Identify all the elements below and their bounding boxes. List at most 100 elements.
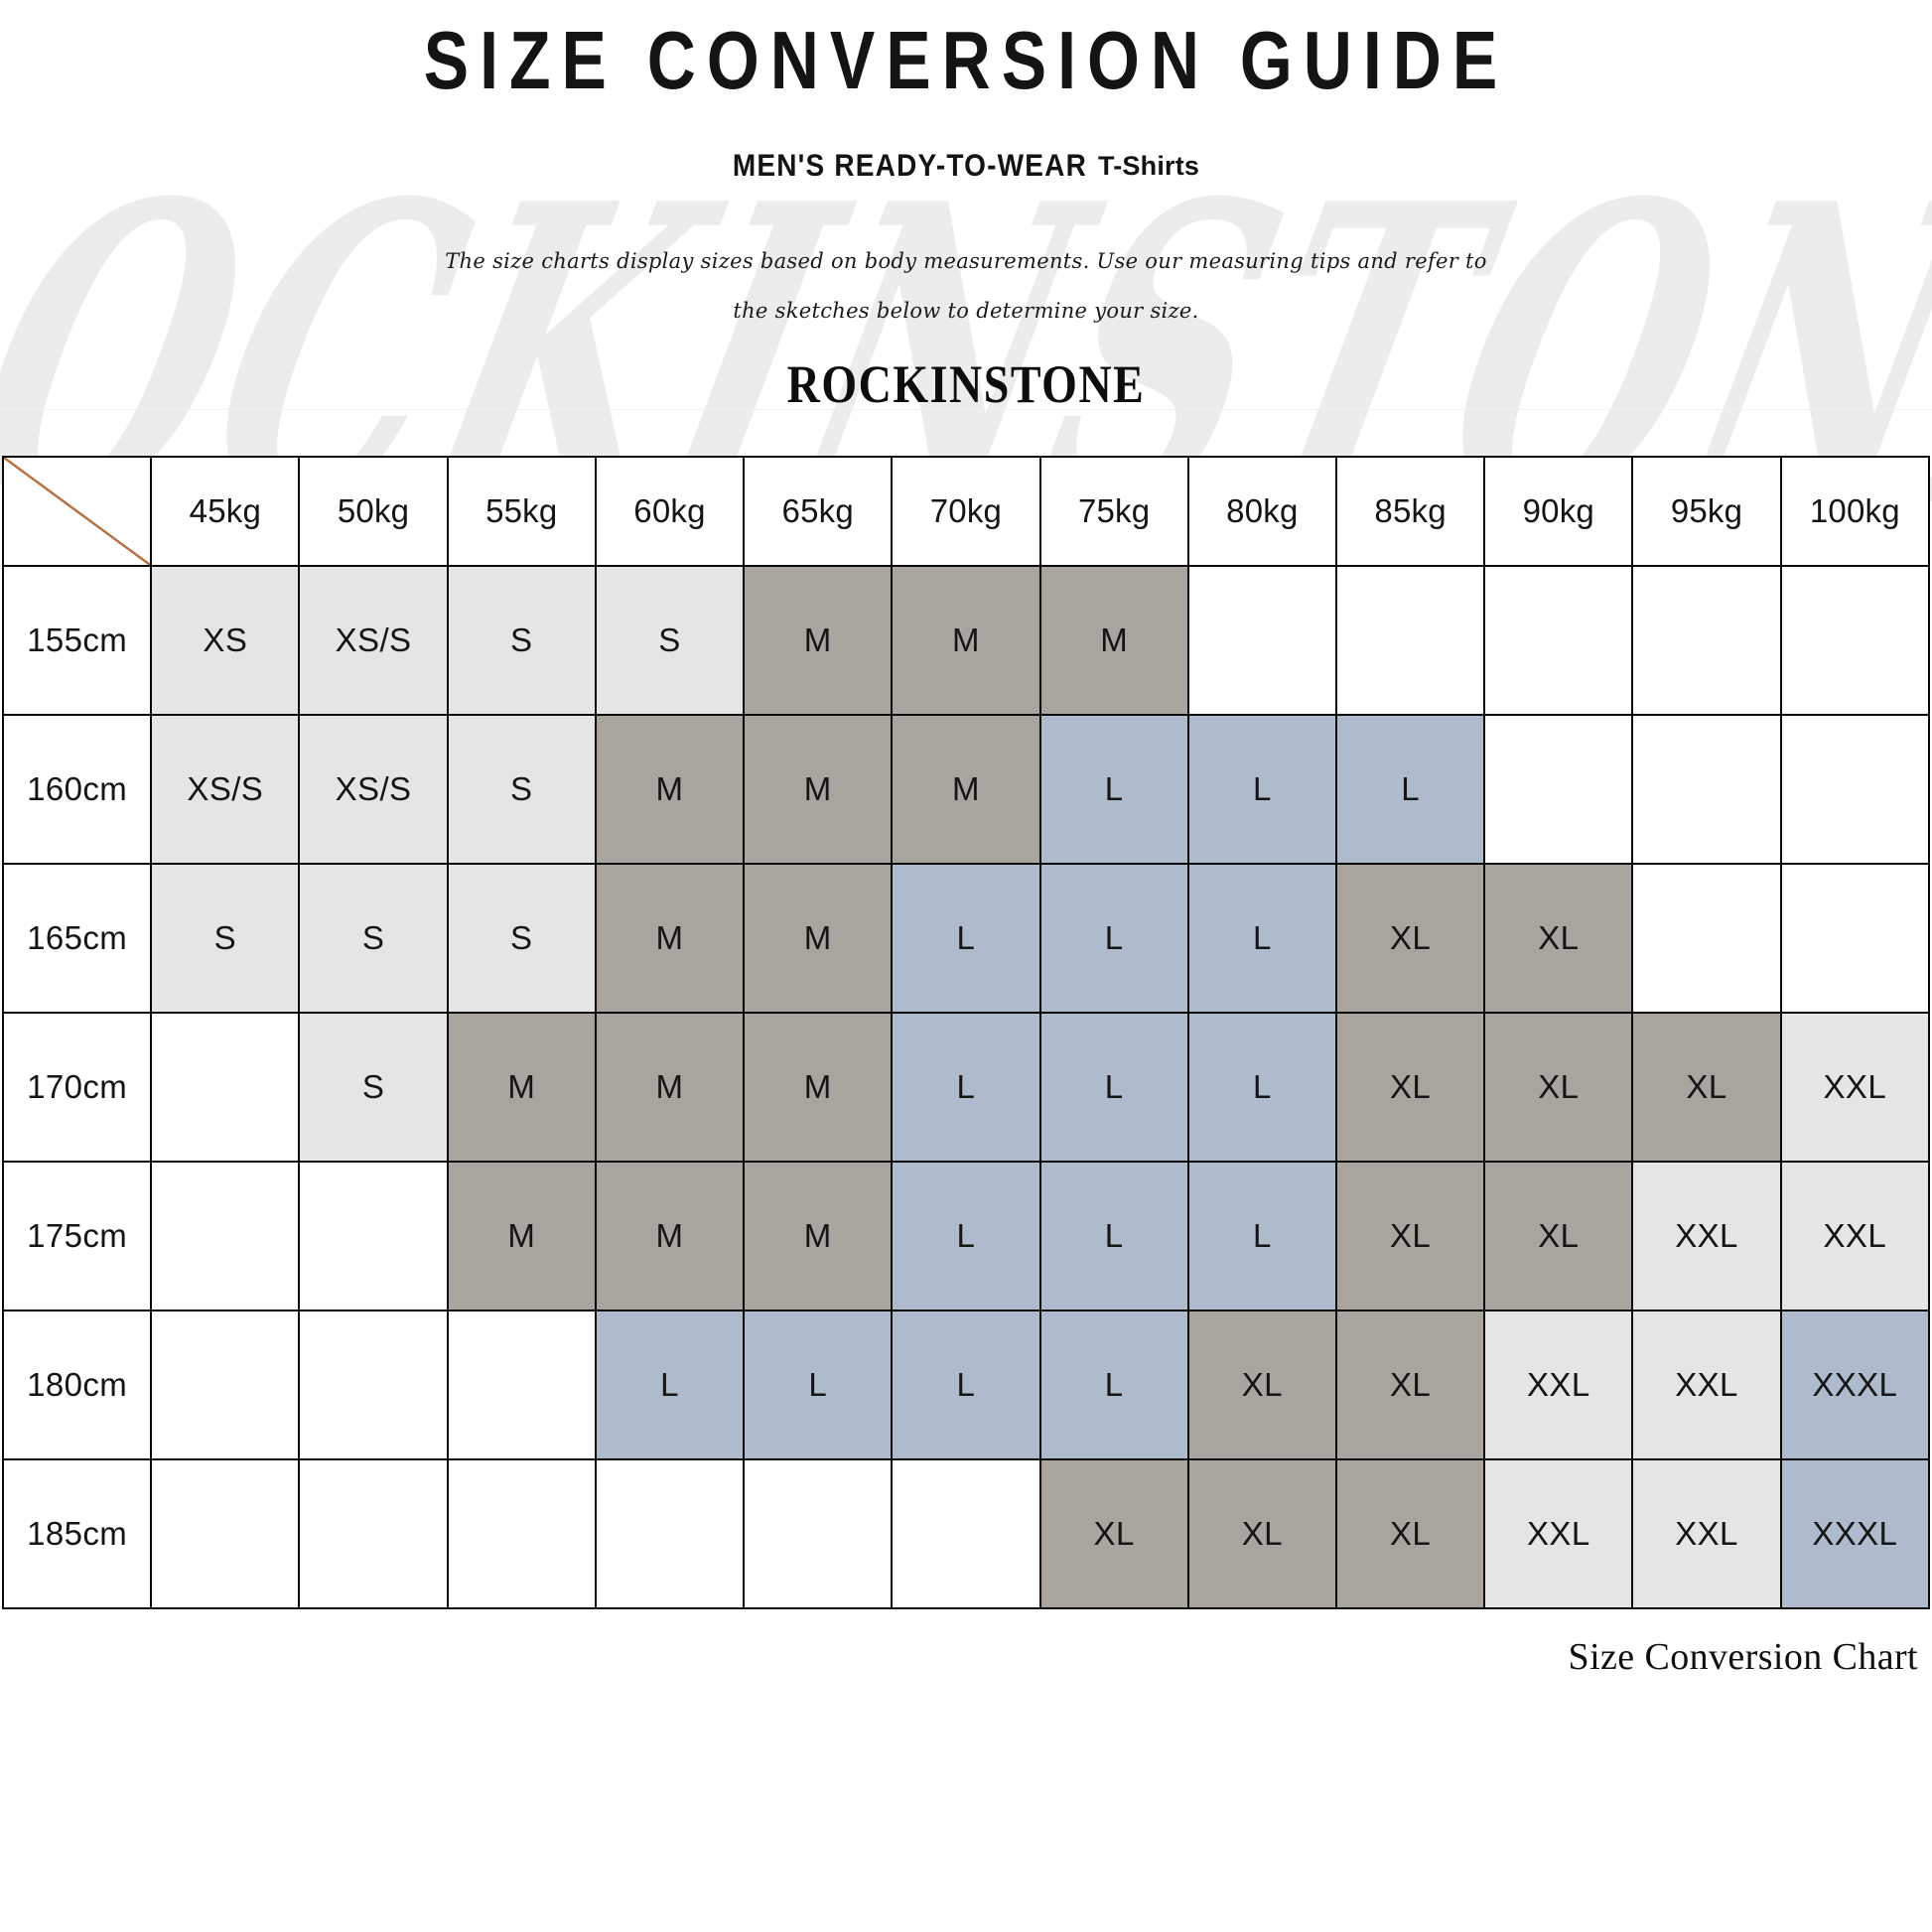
size-cell: XL [1334, 1310, 1486, 1461]
column-header-weight: 55kg [446, 456, 597, 568]
size-cell-empty [1186, 565, 1337, 717]
size-cell: S [446, 863, 597, 1015]
table-row: 160cm XS/S XS/S S M M M L L L [1, 714, 1931, 866]
size-cell: M [743, 1161, 894, 1312]
size-cell: M [594, 863, 746, 1015]
column-header-weight: 60kg [594, 456, 746, 568]
size-cell: XXL [1779, 1012, 1931, 1164]
subtitle-row: MEN'S READY-TO-WEAR T-Shirts [0, 148, 1932, 184]
size-cell: M [891, 565, 1041, 717]
size-cell: XL [1483, 863, 1634, 1015]
size-cell: XL [1334, 1458, 1486, 1610]
size-cell: XL [1038, 1458, 1189, 1610]
size-cell: XL [1631, 1012, 1782, 1164]
size-cell: XL [1483, 1161, 1634, 1312]
size-cell: XS/S [298, 714, 449, 866]
size-cell-empty [150, 1458, 301, 1610]
size-cell-empty [1483, 565, 1634, 717]
size-cell: L [1186, 863, 1337, 1015]
size-cell: M [446, 1161, 597, 1312]
size-cell: L [743, 1310, 894, 1461]
row-header-height: 165cm [1, 863, 153, 1015]
corner-cell-diagonal [1, 456, 153, 568]
size-cell: L [1186, 1161, 1337, 1312]
table-body: 155cm XS XS/S S S M M M 160cm XS/S XS/S S M M M L L L 165c… [1, 565, 1931, 1610]
size-cell: XL [1483, 1012, 1634, 1164]
column-header-weight: 85kg [1334, 456, 1486, 568]
size-cell: XL [1334, 1161, 1486, 1312]
size-cell: M [743, 1012, 894, 1164]
size-cell-empty [1631, 863, 1782, 1015]
size-cell: XL [1334, 863, 1486, 1015]
size-cell: L [1334, 714, 1486, 866]
size-cell: M [743, 714, 894, 866]
size-cell: S [298, 1012, 449, 1164]
footer-caption: Size Conversion Chart [1568, 1636, 1918, 1679]
size-cell: M [891, 714, 1041, 866]
row-header-height: 180cm [1, 1310, 153, 1461]
description-text: The size charts display sizes based on b… [445, 249, 1487, 323]
row-header-height: 175cm [1, 1161, 153, 1312]
size-cell: XL [1186, 1458, 1337, 1610]
header-row: 45kg 50kg 55kg 60kg 65kg 70kg 75kg 80kg 85kg 90kg… [1, 456, 1931, 568]
size-cell-empty [298, 1161, 449, 1312]
size-cell: XS/S [298, 565, 449, 717]
size-cell-empty [446, 1458, 597, 1610]
size-cell: XS/S [150, 714, 301, 866]
size-cell-empty [1631, 714, 1782, 866]
size-cell-empty [150, 1161, 301, 1312]
size-cell: L [891, 1012, 1041, 1164]
table-row: 155cm XS XS/S S S M M M [1, 565, 1931, 717]
column-header-weight: 100kg [1779, 456, 1931, 568]
size-cell-empty [1483, 714, 1634, 866]
size-cell-empty [150, 1310, 301, 1461]
size-cell: L [1186, 714, 1337, 866]
size-cell: L [891, 1161, 1041, 1312]
size-cell: XL [1334, 1012, 1486, 1164]
size-cell: L [1038, 1161, 1189, 1312]
size-cell: S [446, 565, 597, 717]
size-cell-empty [150, 1012, 301, 1164]
size-cell: XS [150, 565, 301, 717]
size-cell: XXL [1631, 1310, 1782, 1461]
size-cell: L [891, 1310, 1041, 1461]
size-cell: M [594, 1012, 746, 1164]
size-cell: M [594, 714, 746, 866]
size-cell: XXXL [1779, 1310, 1931, 1461]
column-header-weight: 90kg [1483, 456, 1634, 568]
size-cell: L [1038, 863, 1189, 1015]
size-cell: L [1038, 714, 1189, 866]
table-header: 45kg 50kg 55kg 60kg 65kg 70kg 75kg 80kg 85kg 90kg… [1, 456, 1931, 568]
header: SIZE CONVERSION GUIDE MEN'S READY-TO-WEA… [0, 0, 1932, 414]
size-cell: L [1038, 1310, 1189, 1461]
size-conversion-table: 45kg 50kg 55kg 60kg 65kg 70kg 75kg 80kg 85kg 90kg… [1, 456, 1931, 1610]
size-cell-empty [446, 1310, 597, 1461]
subtitle-category: MEN'S READY-TO-WEAR [732, 148, 1088, 184]
row-header-height: 185cm [1, 1458, 153, 1610]
table-row: 170cm S M M M L L L XL XL XL XXL [1, 1012, 1931, 1164]
size-cell: L [1038, 1012, 1189, 1164]
size-cell-empty [594, 1458, 746, 1610]
size-cell: L [594, 1310, 746, 1461]
size-cell-empty [1779, 863, 1931, 1015]
size-cell: M [743, 565, 894, 717]
size-cell: L [891, 863, 1041, 1015]
size-cell-empty [1779, 714, 1931, 866]
size-cell: S [150, 863, 301, 1015]
column-header-weight: 65kg [743, 456, 894, 568]
size-cell: XXL [1779, 1161, 1931, 1312]
table-row: 175cm M M M L L L XL XL XXL XXL [1, 1161, 1931, 1312]
size-cell: XXL [1631, 1458, 1782, 1610]
size-cell-empty [891, 1458, 1041, 1610]
table-row: 180cm L L L L XL XL XXL XXL XXXL [1, 1310, 1931, 1461]
size-cell: S [446, 714, 597, 866]
size-cell: M [446, 1012, 597, 1164]
column-header-weight: 75kg [1038, 456, 1189, 568]
brand-name: ROCKINSTONE [786, 353, 1146, 414]
subtitle-product: T-Shirts [1098, 151, 1200, 182]
column-header-weight: 50kg [298, 456, 449, 568]
row-header-height: 160cm [1, 714, 153, 866]
page-title: SIZE CONVERSION GUIDE [423, 14, 1509, 107]
size-cell-empty [1779, 565, 1931, 717]
